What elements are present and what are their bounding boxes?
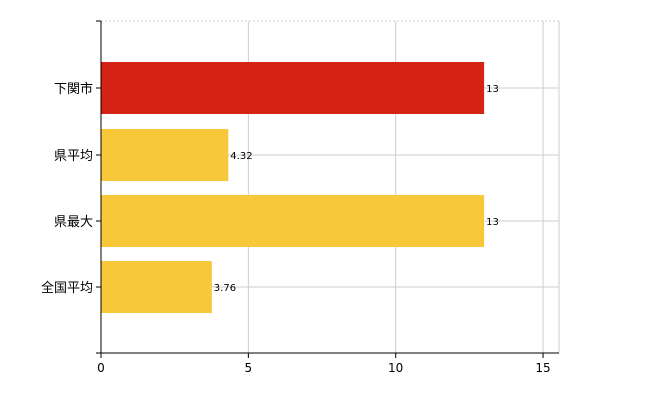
data-label: 13 (486, 84, 499, 95)
data-label: 13 (486, 217, 499, 228)
x-tick-label: 15 (535, 361, 550, 375)
category-label: 県最大 (54, 215, 93, 230)
category-label: 下関市 (54, 81, 93, 97)
x-tick-label: 0 (97, 361, 105, 375)
data-label: 3.76 (214, 283, 236, 294)
bar (101, 261, 212, 313)
x-tick-label: 10 (388, 361, 403, 375)
bar-layer (101, 62, 485, 313)
x-tick-label: 5 (245, 361, 253, 375)
axis-layer (96, 20, 559, 358)
bar (101, 62, 485, 114)
category-label: 県平均 (54, 149, 93, 164)
data-label: 4.32 (230, 151, 252, 162)
category-label: 全国平均 (41, 280, 93, 296)
bar (101, 129, 229, 181)
bar (101, 195, 485, 247)
